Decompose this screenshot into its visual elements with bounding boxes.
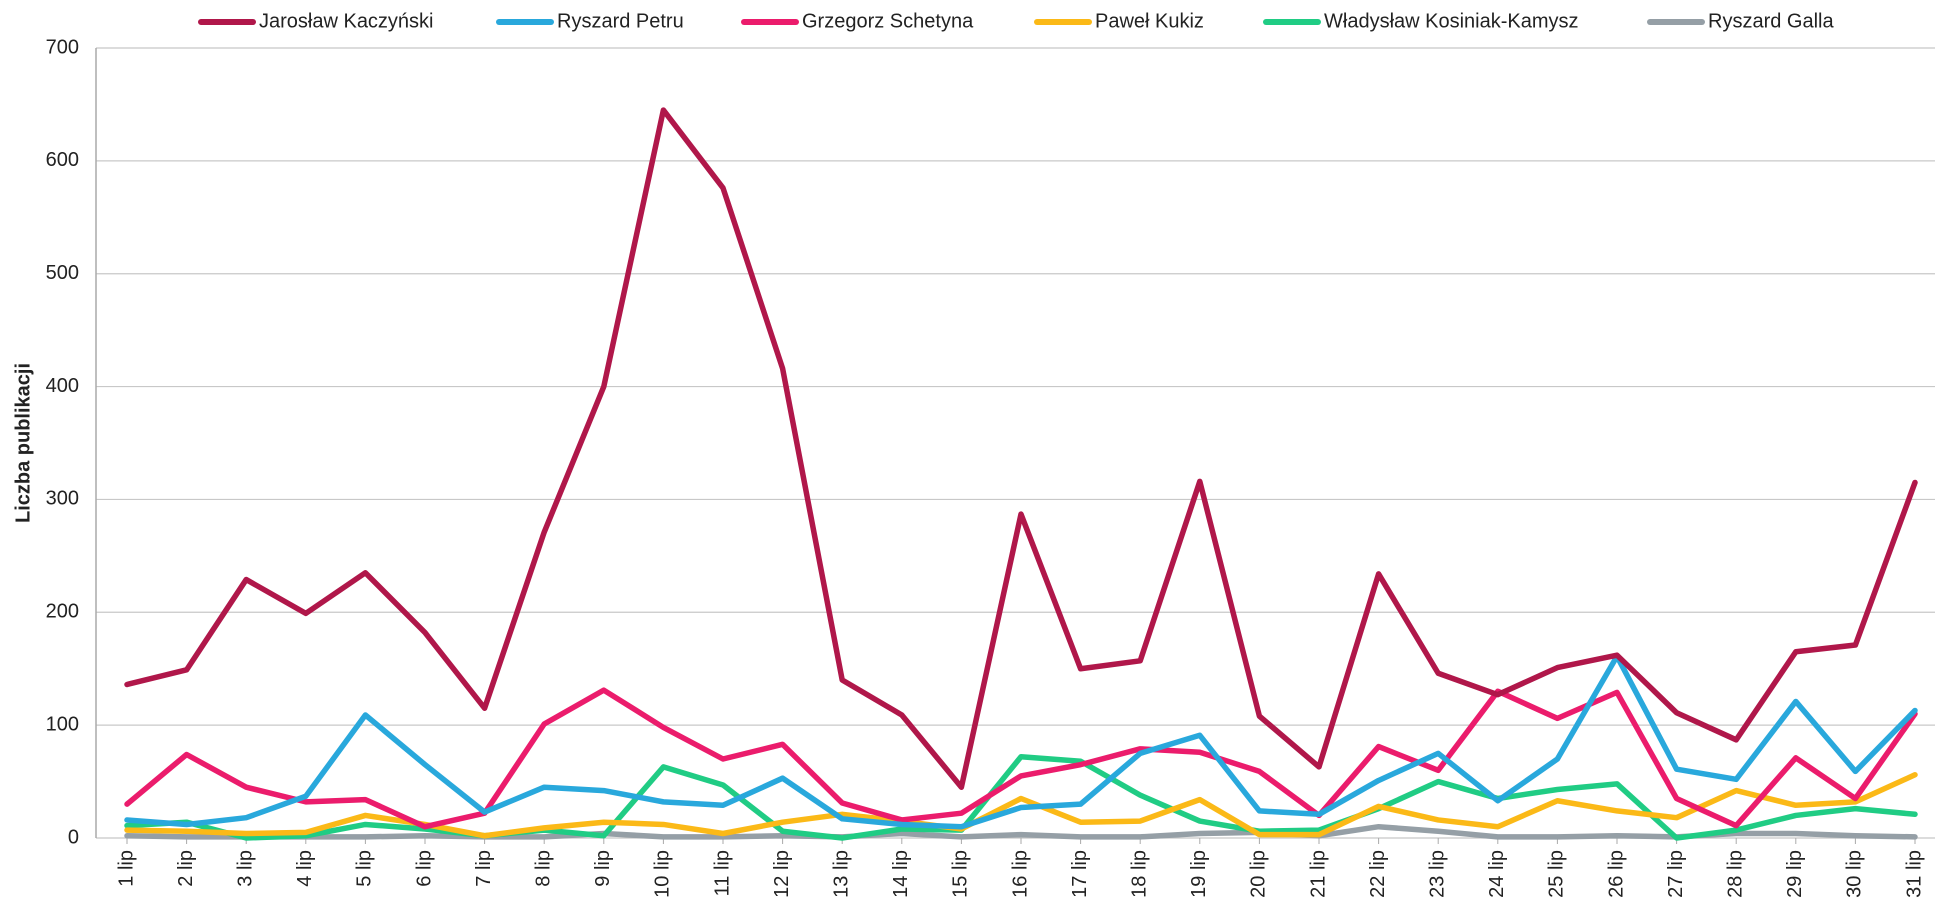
legend-label: Władysław Kosiniak-Kamysz bbox=[1324, 10, 1579, 32]
series-line bbox=[124, 687, 1918, 830]
x-tick-label: 14 lip bbox=[890, 850, 912, 898]
x-tick-label: 1 lip bbox=[115, 850, 137, 887]
x-tick-label: 21 lip bbox=[1307, 850, 1329, 898]
y-tick-label: 600 bbox=[46, 149, 79, 171]
x-tick-label: 4 lip bbox=[294, 850, 316, 887]
y-axis-label: Liczba publikacji bbox=[12, 363, 34, 523]
x-tick-label: 12 lip bbox=[771, 850, 793, 898]
x-tick-label: 7 lip bbox=[473, 850, 495, 887]
x-tick-label: 11 lip bbox=[711, 850, 733, 896]
legend-label: Paweł Kukiz bbox=[1095, 10, 1204, 32]
x-tick-label: 18 lip bbox=[1128, 850, 1150, 898]
x-tick-label: 28 lip bbox=[1724, 850, 1746, 898]
x-tick-label: 29 lip bbox=[1784, 850, 1806, 898]
x-tick-label: 24 lip bbox=[1486, 850, 1508, 898]
legend-label: Grzegorz Schetyna bbox=[802, 10, 974, 32]
y-tick-label: 100 bbox=[46, 713, 79, 735]
x-tick-label: 9 lip bbox=[592, 850, 614, 887]
y-tick-label: 300 bbox=[46, 488, 79, 510]
x-tick-label: 15 lip bbox=[950, 850, 972, 898]
x-tick-label: 30 lip bbox=[1844, 850, 1866, 898]
y-tick-label: 200 bbox=[46, 601, 79, 623]
legend-label: Ryszard Galla bbox=[1708, 10, 1834, 32]
y-tick-label: 500 bbox=[46, 262, 79, 284]
x-tick-label: 8 lip bbox=[532, 850, 554, 887]
series-line bbox=[124, 107, 1918, 790]
legend-label: Jarosław Kaczyński bbox=[259, 10, 434, 32]
legend-label: Ryszard Petru bbox=[557, 10, 684, 32]
series-line bbox=[124, 823, 1918, 840]
x-tick-label: 2 lip bbox=[175, 850, 197, 887]
x-tick-label: 31 lip bbox=[1903, 850, 1925, 898]
x-tick-label: 27 lip bbox=[1665, 850, 1687, 898]
x-tick-label: 10 lip bbox=[652, 850, 674, 898]
x-tick-label: 26 lip bbox=[1605, 850, 1627, 898]
y-tick-label: 700 bbox=[46, 36, 79, 58]
x-tick-label: 23 lip bbox=[1426, 850, 1448, 898]
x-tick-label: 25 lip bbox=[1546, 850, 1568, 898]
x-tick-label: 5 lip bbox=[354, 850, 376, 887]
x-tick-label: 20 lip bbox=[1248, 850, 1270, 898]
x-tick-label: 6 lip bbox=[413, 850, 435, 887]
y-tick-label: 0 bbox=[68, 826, 79, 848]
x-tick-label: 13 lip bbox=[830, 850, 852, 898]
x-tick-label: 3 lip bbox=[234, 850, 256, 887]
x-tick-label: 19 lip bbox=[1188, 850, 1210, 898]
x-tick-label: 16 lip bbox=[1009, 850, 1031, 898]
y-tick-label: 400 bbox=[46, 375, 79, 397]
x-tick-label: 22 lip bbox=[1367, 850, 1389, 898]
x-tick-label: 17 lip bbox=[1069, 850, 1091, 898]
